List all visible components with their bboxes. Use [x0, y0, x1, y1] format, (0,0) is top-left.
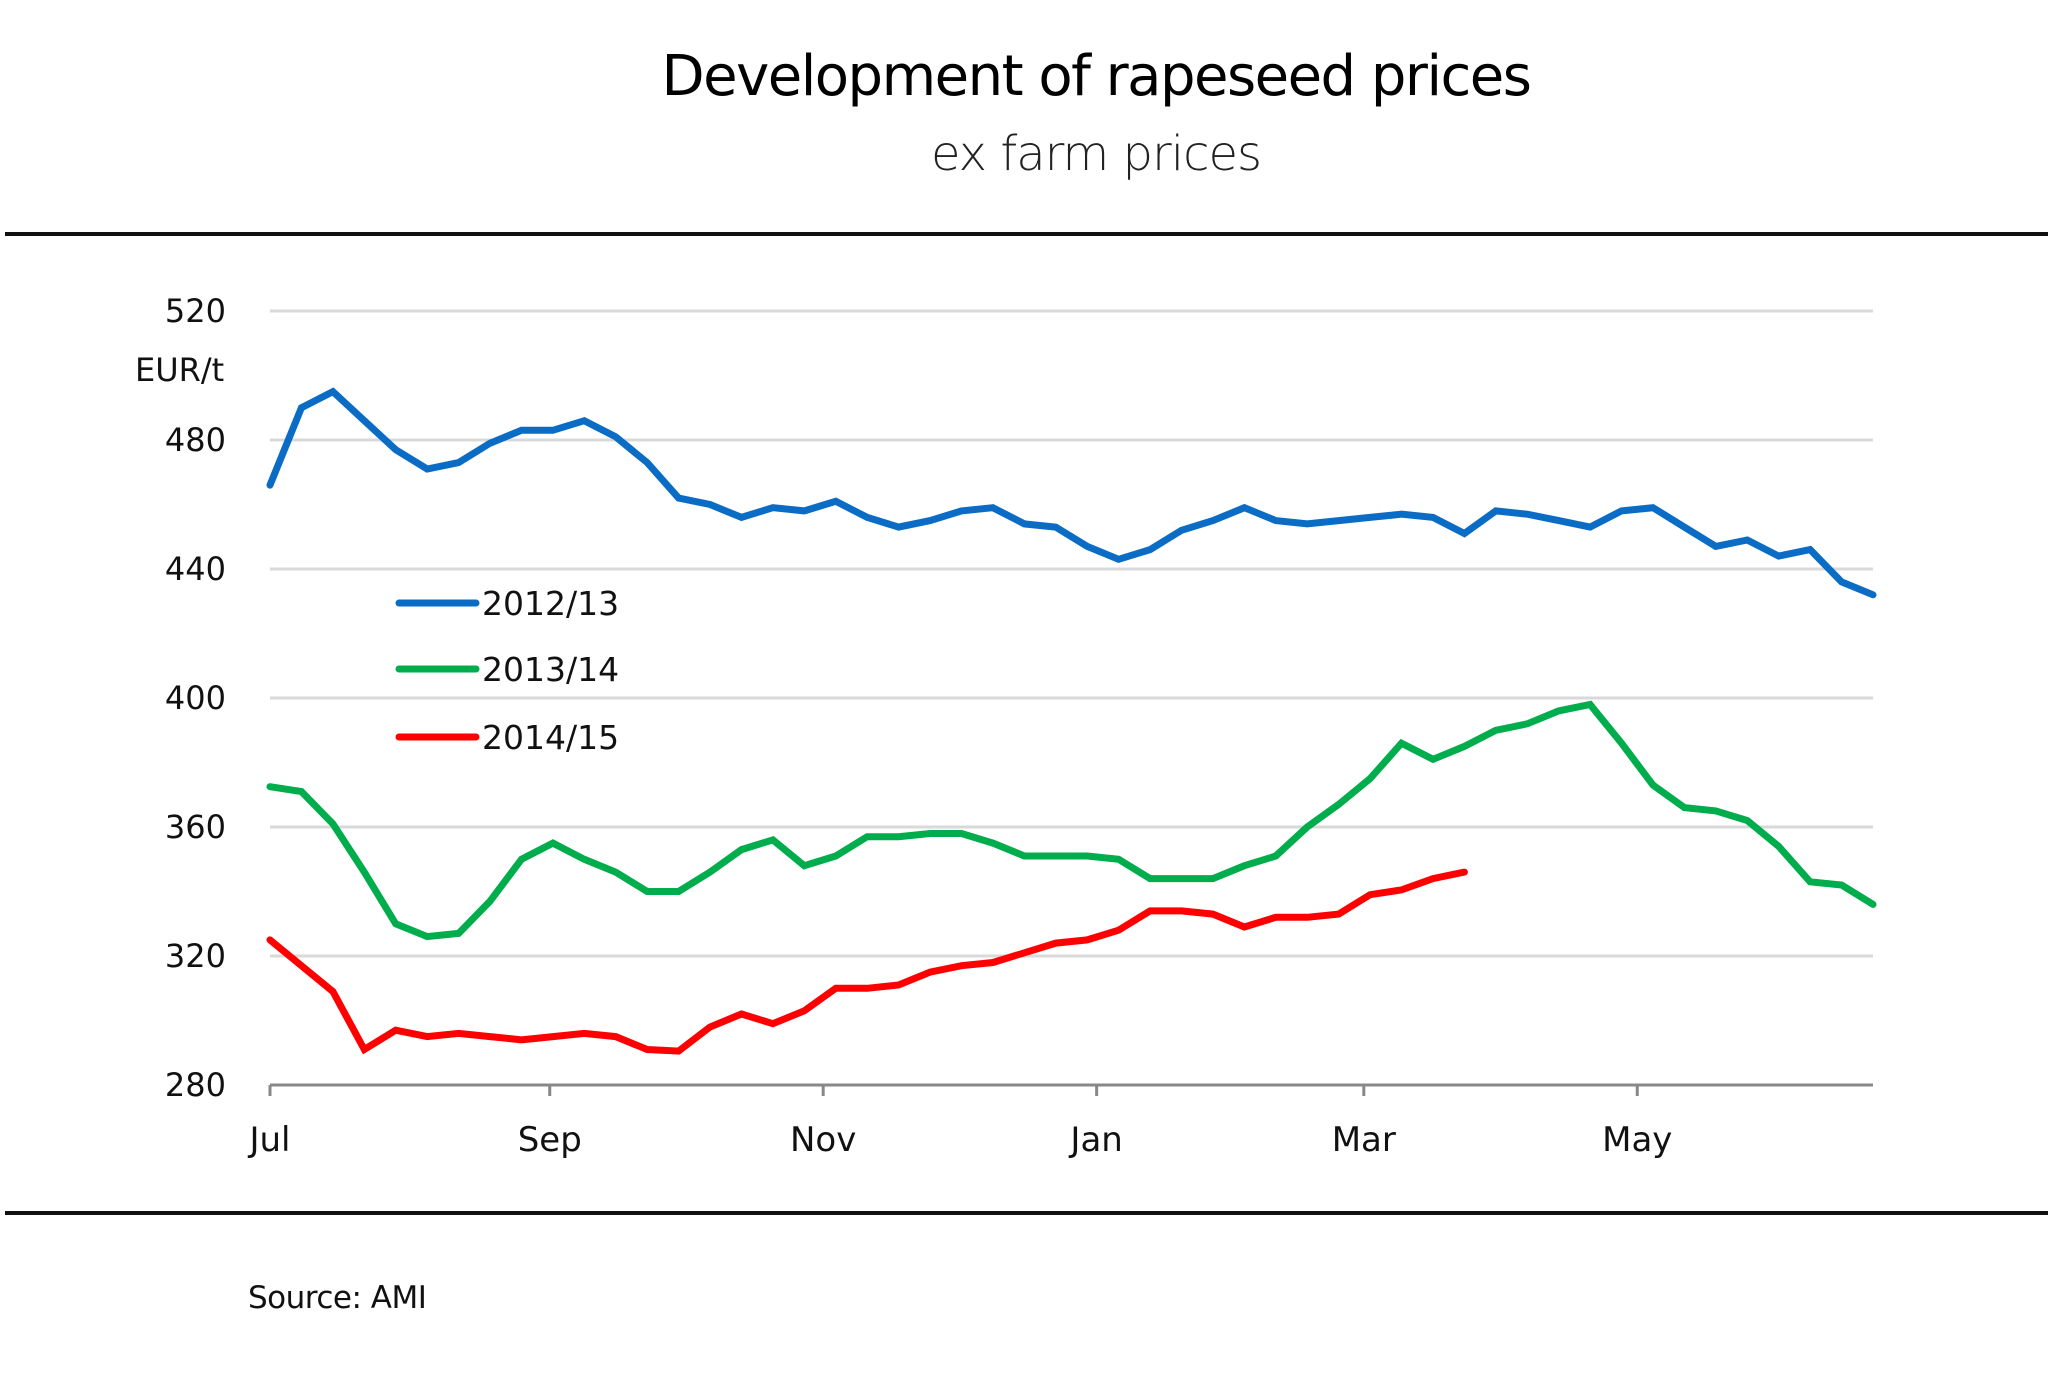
x-tick-label: Nov [790, 1120, 856, 1160]
top-divider [5, 232, 2048, 236]
legend: 2012/13 2013/14 2014/15 [395, 584, 619, 757]
y-tick-label: 480 [165, 421, 226, 459]
series-line-2013-14 [266, 700, 1877, 941]
y-tick-label: 360 [165, 808, 226, 846]
x-tick-label: Jan [1068, 1120, 1122, 1160]
y-tick-label: 280 [165, 1066, 226, 1104]
chart-subtitle: ex farm prices [930, 126, 1262, 182]
x-tick-label: Mar [1332, 1120, 1396, 1160]
x-tick-label: Jul [247, 1120, 290, 1160]
series-line-2012-13 [266, 387, 1877, 599]
x-axis: Jul Sep Nov Jan Mar May [247, 1083, 1873, 1160]
y-tick-label: 400 [165, 679, 226, 717]
legend-item: 2013/14 [395, 650, 619, 689]
x-tick-label: May [1602, 1120, 1672, 1160]
y-tick-label: 320 [165, 937, 226, 975]
y-tick-label: 520 [165, 292, 226, 330]
y-tick-label: 440 [165, 550, 226, 588]
chart-title: Development of rapeseed prices [661, 44, 1532, 109]
legend-label: 2012/13 [482, 584, 619, 623]
source-note: Source: AMI [248, 1280, 427, 1316]
legend-item: 2014/15 [395, 718, 619, 757]
series-lines [266, 387, 1877, 1055]
series-line-2014-15 [266, 868, 1468, 1055]
y-axis-label: EUR/t [135, 351, 224, 389]
gridlines [270, 309, 1873, 958]
y-axis-ticks: 280 320 360 400 440 480 520 [165, 292, 226, 1104]
x-tick-label: Sep [518, 1120, 582, 1160]
legend-item: 2012/13 [395, 584, 619, 623]
bottom-divider [5, 1211, 2048, 1215]
legend-label: 2013/14 [482, 650, 619, 689]
legend-label: 2014/15 [482, 718, 619, 757]
